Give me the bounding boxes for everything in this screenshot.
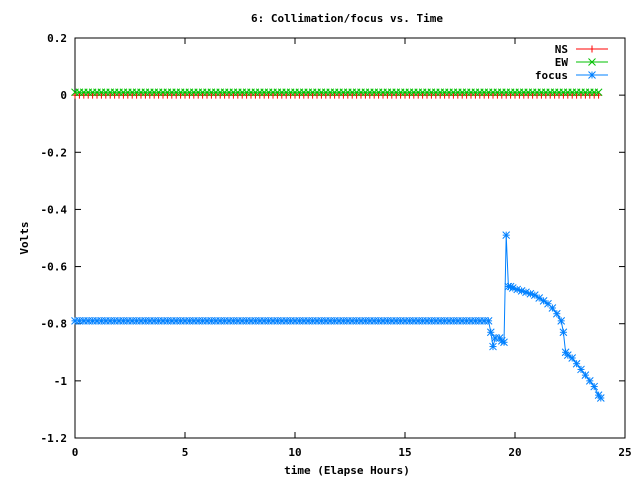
data-point (530, 291, 539, 299)
x-tick-label: 0 (72, 446, 79, 459)
data-point (535, 294, 544, 302)
data-point (539, 297, 548, 305)
y-tick-label: -1.2 (41, 432, 68, 445)
data-point (486, 328, 495, 337)
legend-label: NS (555, 43, 568, 56)
data-point (552, 309, 561, 318)
legend-label: focus (535, 69, 568, 82)
x-axis-label: time (Elapse Hours) (284, 464, 410, 477)
data-point (526, 289, 535, 298)
x-tick-label: 5 (182, 446, 189, 459)
x-tick-label: 15 (398, 446, 411, 459)
series-ew (71, 88, 603, 97)
y-tick-label: 0.2 (47, 32, 67, 45)
data-point (484, 317, 493, 325)
legend-label: EW (555, 56, 569, 69)
y-tick-label: -0.2 (41, 146, 68, 159)
legend-marker (588, 58, 596, 66)
data-point (548, 304, 557, 312)
data-point (559, 328, 568, 337)
data-point (572, 359, 581, 368)
y-tick-label: -0.8 (41, 318, 68, 331)
y-tick-label: -0.4 (41, 203, 68, 216)
x-tick-label: 20 (508, 446, 521, 459)
data-point (585, 377, 594, 385)
y-axis: 0.2 0 -0.2 -0.4 -0.6 -0.8 -1 -1.2 (41, 32, 625, 445)
data-point (577, 365, 585, 374)
data-point (563, 351, 572, 359)
y-tick-label: -0.6 (41, 261, 68, 274)
legend-marker (588, 45, 596, 53)
plot-frame (74, 37, 626, 439)
data-point (502, 231, 511, 239)
x-tick-label: 10 (288, 446, 301, 459)
x-tick-label: 25 (618, 446, 631, 459)
chart-title: 6: Collimation/focus vs. Time (251, 12, 443, 25)
legend-marker (588, 71, 596, 79)
series-layer (71, 88, 605, 402)
data-point (594, 88, 603, 97)
x-axis: 0 5 10 15 20 25 (72, 38, 632, 459)
y-axis-label: Volts (18, 221, 31, 254)
y-tick-label: -1 (54, 375, 68, 388)
series-focus (71, 231, 605, 402)
y-tick-label: 0 (60, 89, 67, 102)
series-line (75, 235, 602, 399)
data-point (500, 338, 508, 347)
data-point (489, 342, 497, 351)
data-point (590, 382, 599, 391)
data-point (557, 317, 566, 325)
data-point (568, 354, 577, 362)
data-point (581, 371, 590, 379)
data-point (596, 394, 605, 402)
